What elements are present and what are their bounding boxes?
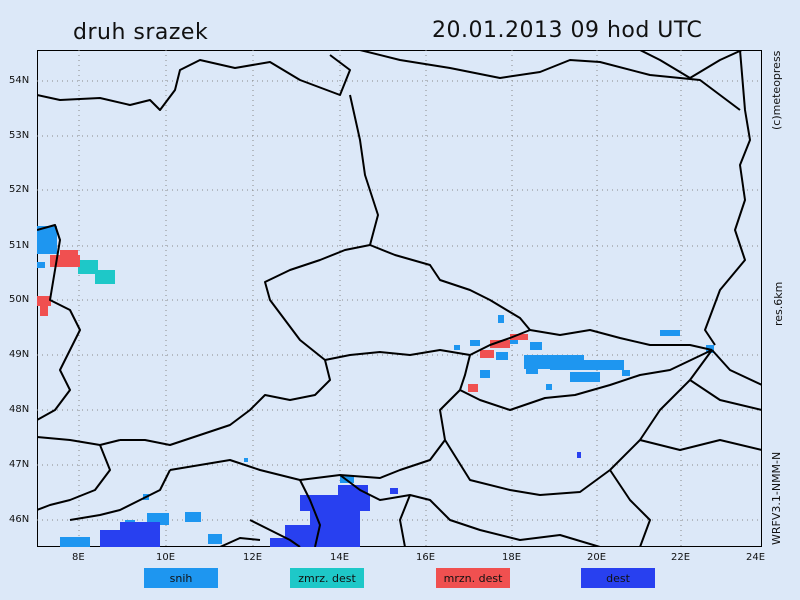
precip-freezing-drizzle: [37, 250, 528, 392]
lon-label: 12E: [243, 552, 263, 563]
lon-label: 14E: [330, 552, 350, 563]
legend-freezing-drizzle: mrzn. dest: [436, 568, 510, 588]
lon-label: 18E: [502, 552, 522, 563]
map-area: [37, 50, 762, 547]
grid-lines: [37, 50, 762, 547]
lat-label: 47N: [9, 459, 30, 470]
lat-label: 50N: [9, 294, 30, 305]
lat-label: 46N: [9, 514, 30, 525]
lon-label: 20E: [587, 552, 607, 563]
country-borders: [37, 50, 762, 547]
lat-label: 53N: [9, 130, 30, 141]
lat-label: 48N: [9, 404, 30, 415]
legend-label: zmrz. dest: [298, 571, 356, 585]
map-title: druh srazek: [73, 20, 209, 45]
legend-rain: dest: [581, 568, 655, 588]
lon-label: 24E: [746, 552, 766, 563]
lat-label: 51N: [9, 240, 30, 251]
precip-freezing-rain: [78, 260, 115, 284]
map-datetime: 20.01.2013 09 hod UTC: [432, 18, 703, 43]
lon-label: 22E: [671, 552, 691, 563]
precip-rain: [100, 452, 581, 547]
lat-label: 49N: [9, 349, 30, 360]
legend-label: mrzn. dest: [443, 571, 503, 585]
legend-freezing-rain: zmrz. dest: [290, 568, 364, 588]
lat-label: 52N: [9, 184, 30, 195]
legend-label: dest: [606, 571, 630, 585]
legend-label: snih: [169, 571, 193, 585]
lon-label: 16E: [416, 552, 436, 563]
lon-label: 8E: [72, 552, 85, 563]
legend-snow: snih: [144, 568, 218, 588]
lon-label: 10E: [156, 552, 176, 563]
lat-label: 54N: [9, 75, 30, 86]
